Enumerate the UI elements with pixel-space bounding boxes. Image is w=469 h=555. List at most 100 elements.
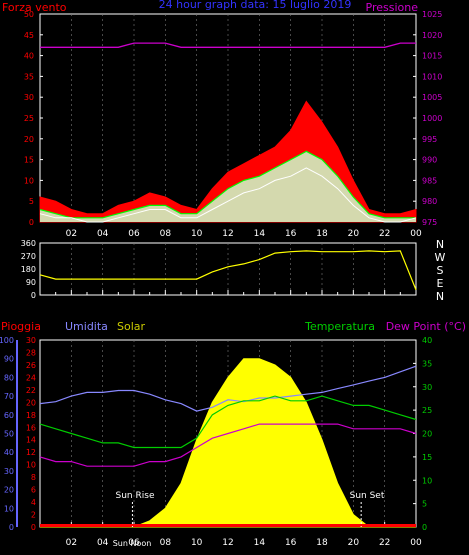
humidity-y-label: 20 — [26, 398, 36, 407]
humidity-y-label: 28 — [26, 348, 36, 357]
solar-axis-title: Solar — [117, 320, 146, 333]
pressure-y-label: 1015 — [422, 52, 442, 61]
wind-average-area — [40, 151, 416, 222]
wind-hour-label: 06 — [128, 229, 140, 239]
direction-compass-label: W — [435, 251, 446, 264]
humidity-line — [39, 365, 417, 412]
wind-y-label: 0 — [29, 218, 34, 227]
weather-hour-label: 06 — [128, 538, 140, 548]
weather-hour-label: 22 — [379, 538, 390, 548]
temperature-y-label: 35 — [422, 359, 432, 368]
temperature-y-label: 20 — [422, 430, 432, 439]
pressure-y-label: 1010 — [422, 72, 442, 81]
wind-y-label: 25 — [24, 114, 34, 123]
direction-y-label: 180 — [21, 265, 36, 274]
wind-hour-label: 00 — [410, 229, 422, 239]
wind-y-label: 10 — [24, 176, 34, 185]
direction-y-label: 360 — [21, 239, 36, 248]
humidity-y-label: 10 — [26, 461, 36, 470]
wind-hour-label: 22 — [379, 229, 390, 239]
pressure-y-label: 985 — [422, 176, 437, 185]
rain-percent-y-label: 70 — [4, 392, 14, 401]
temperature-y-label: 15 — [422, 453, 432, 462]
weather-hour-label: 14 — [254, 538, 266, 548]
direction-y-label: 0 — [31, 291, 36, 300]
wind-hour-label: 04 — [97, 229, 109, 239]
rain-percent-y-label: 90 — [4, 355, 14, 364]
direction-compass-label: N — [436, 238, 444, 251]
wind-y-label: 20 — [24, 135, 34, 144]
rain-percent-y-label: 10 — [4, 504, 14, 513]
temperature-y-label: 25 — [422, 406, 432, 415]
pressure-y-label: 1020 — [422, 31, 442, 40]
direction-compass-label: S — [437, 264, 444, 277]
weather-hour-label: 04 — [97, 538, 109, 548]
humidity-y-label: 26 — [26, 361, 36, 370]
wind-y-label: 50 — [24, 10, 34, 19]
direction-compass-label: E — [437, 277, 444, 290]
wind-speed-line — [39, 167, 417, 223]
wind-y-label: 15 — [24, 156, 34, 165]
pressure-line — [40, 42, 416, 48]
temperature-y-label: 40 — [422, 336, 432, 345]
weather-panel: 0102030405060708090100024681012141618202… — [0, 336, 432, 548]
humidity-y-label: 16 — [26, 423, 36, 432]
humidity-y-label: 22 — [26, 386, 36, 395]
rain-percent-y-label: 100 — [0, 336, 14, 345]
sun-rise-label: Sun Rise — [116, 491, 155, 501]
humidity-y-label: 14 — [26, 436, 36, 445]
temperature-y-label: 5 — [422, 500, 427, 509]
pressure-y-label: 980 — [422, 197, 437, 206]
humidity-y-label: 2 — [31, 511, 36, 520]
wind-axis-title: Forza vento — [2, 1, 67, 14]
wind-hour-label: 14 — [254, 229, 266, 239]
wind-hour-label: 02 — [66, 229, 77, 239]
humidity-y-label: 18 — [26, 411, 36, 420]
pressure-y-label: 1000 — [422, 114, 442, 123]
rain-percent-y-label: 50 — [4, 430, 14, 439]
rain-percent-y-label: 60 — [4, 411, 14, 420]
sun-noon-label: Sun Noon — [113, 539, 152, 548]
pressure-y-label: 995 — [422, 135, 437, 144]
wind-y-label: 30 — [24, 93, 34, 102]
humidity-y-label: 24 — [26, 373, 36, 382]
weather-hour-label: 02 — [66, 538, 77, 548]
wind-hour-label: 08 — [160, 229, 172, 239]
wind-hour-label: 20 — [348, 229, 360, 239]
chart-title: 24 hour graph data: 15 luglio 2019 — [159, 0, 352, 11]
pressure-y-label: 1005 — [422, 93, 442, 102]
weather-hour-label: 08 — [160, 538, 172, 548]
wind-average-line — [39, 150, 416, 219]
humidity-y-label: 4 — [31, 498, 36, 507]
sun-set-label: Sun Set — [350, 491, 385, 501]
direction-line — [39, 250, 417, 291]
temperature-y-label: 10 — [422, 476, 432, 485]
weather-hour-label: 12 — [222, 538, 233, 548]
weather-hour-label: 10 — [191, 538, 203, 548]
humidity-axis-title: Umidita — [65, 320, 108, 333]
pressure-y-label: 990 — [422, 156, 437, 165]
wind-hour-label: 12 — [222, 229, 233, 239]
dewpoint-line — [39, 423, 417, 467]
wind-hour-label: 16 — [285, 229, 297, 239]
weather-hour-label: 00 — [410, 538, 422, 548]
rain-percent-y-label: 0 — [9, 523, 14, 532]
wind-hour-label: 18 — [316, 229, 328, 239]
wind-y-label: 45 — [24, 31, 34, 40]
temperature-y-label: 0 — [422, 523, 427, 532]
weather-hour-label: 18 — [316, 538, 328, 548]
rain-percent-y-label: 30 — [4, 467, 14, 476]
pressure-y-label: 975 — [422, 218, 437, 227]
wind-panel: 0510152025303540455097598098599099510001… — [24, 10, 443, 239]
rain-percent-y-label: 40 — [4, 448, 14, 457]
pressure-axis-title: Pressione — [366, 1, 419, 14]
wind-y-label: 35 — [24, 72, 34, 81]
wind-y-label: 5 — [29, 197, 34, 206]
humidity-y-label: 6 — [31, 486, 36, 495]
temperature-axis-title: Temperatura — [304, 320, 375, 333]
humidity-y-label: 30 — [26, 336, 36, 345]
pressure-y-label: 1025 — [422, 10, 442, 19]
weather-hour-label: 20 — [348, 538, 360, 548]
